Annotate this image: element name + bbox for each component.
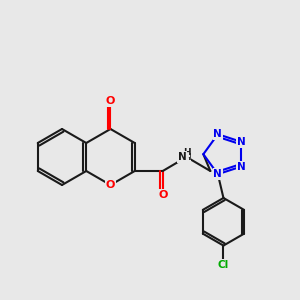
Text: H: H	[183, 152, 190, 161]
Text: O: O	[106, 96, 115, 106]
Text: N: N	[237, 137, 246, 147]
Text: N: N	[214, 169, 222, 179]
Text: N: N	[237, 161, 246, 172]
Text: N: N	[214, 129, 222, 139]
Text: N: N	[178, 152, 187, 162]
Text: N: N	[178, 152, 187, 162]
Text: O: O	[106, 180, 115, 190]
Text: O: O	[158, 190, 167, 200]
Text: H: H	[183, 148, 190, 157]
Text: Cl: Cl	[218, 260, 229, 270]
